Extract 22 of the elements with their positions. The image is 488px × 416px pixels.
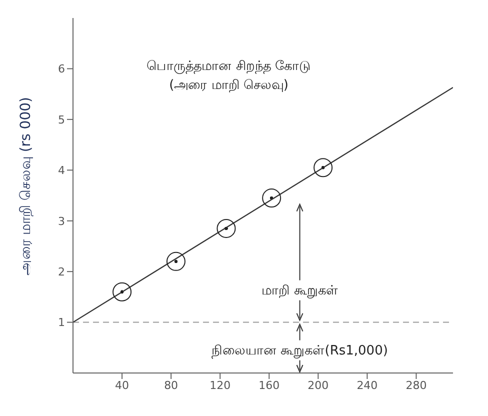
x-tick-label: 200 bbox=[308, 378, 329, 392]
point bbox=[112, 282, 132, 302]
x-tick-label: 80 bbox=[164, 378, 178, 392]
x-tick-label: 240 bbox=[356, 378, 378, 392]
x-tick-label: 120 bbox=[210, 378, 231, 392]
y-tick-label: 6 bbox=[58, 62, 65, 76]
y-tick-label: 2 bbox=[58, 265, 65, 278]
y-tick-label: 4 bbox=[58, 164, 65, 178]
y-tick-label: 1 bbox=[58, 316, 65, 330]
annotation: மாறி கூறுகள் bbox=[262, 282, 338, 298]
point bbox=[166, 252, 186, 271]
y-tick-label: 3 bbox=[58, 214, 65, 228]
annotation: பொருத்தமான சிறந்த கோடு (அரை மாறி செலவு) bbox=[146, 58, 311, 92]
point bbox=[262, 188, 282, 208]
point bbox=[314, 158, 333, 178]
y-axis-title: அரை மாறி செலவு (rs 000) bbox=[18, 97, 34, 276]
annotation: நிலையான கூறுகள்(Rs1,000) bbox=[212, 342, 388, 358]
point bbox=[216, 218, 236, 238]
x-tick-label: 160 bbox=[258, 378, 280, 392]
x-tick-label: 280 bbox=[406, 378, 427, 392]
x-tick-label: 40 bbox=[115, 378, 130, 392]
y-tick-label: 5 bbox=[58, 113, 65, 126]
